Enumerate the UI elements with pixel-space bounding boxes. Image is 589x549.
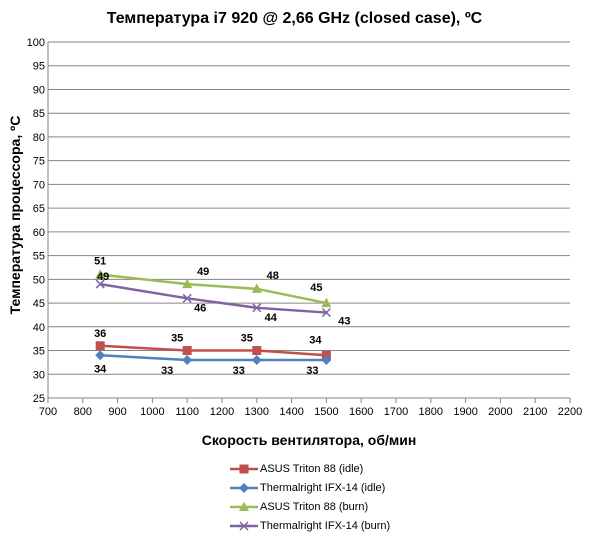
- x-tick-label: 1900: [453, 406, 477, 418]
- data-label: 43: [338, 316, 350, 328]
- y-tick-label: 70: [33, 179, 45, 191]
- data-label: 49: [197, 266, 209, 278]
- y-tick-label: 90: [33, 84, 45, 96]
- data-label: 33: [306, 365, 318, 377]
- legend-item: ASUS Triton 88 (idle): [230, 459, 390, 478]
- legend-swatch: [230, 464, 258, 473]
- legend-label: ASUS Triton 88 (burn): [260, 500, 369, 513]
- data-point-marker: [182, 293, 192, 303]
- y-tick-label: 60: [33, 227, 45, 239]
- y-tick-label: 80: [33, 132, 45, 144]
- legend-label: ASUS Triton 88 (idle): [260, 462, 364, 475]
- legend-item: ASUS Triton 88 (burn): [230, 497, 390, 516]
- legend-item: Thermalright IFX-14 (idle): [230, 478, 390, 497]
- y-tick-label: 30: [33, 369, 45, 381]
- data-point-marker: [95, 341, 105, 351]
- x-tick-label: 1100: [175, 406, 199, 418]
- data-point-marker: [95, 269, 106, 279]
- data-point-marker: [95, 350, 106, 361]
- x-tick-label: 2200: [558, 406, 582, 418]
- series-line: [100, 273, 327, 305]
- chart-title: Температура i7 920 @ 2,66 GHz (closed ca…: [106, 10, 483, 27]
- data-point-marker: [252, 303, 262, 313]
- data-point-marker: [182, 355, 193, 366]
- legend-item: Thermalright IFX-14 (burn): [230, 516, 390, 535]
- data-point-marker: [182, 278, 193, 289]
- series-line: [100, 344, 327, 357]
- marker-stroke: [239, 520, 249, 531]
- series-1: 36 35 35 34: [94, 328, 331, 360]
- data-point-marker: [252, 346, 262, 356]
- x-tick-label: 1800: [419, 406, 443, 418]
- y-tick-label: 75: [33, 156, 45, 168]
- x-tick-label: 2100: [523, 406, 547, 418]
- data-point-marker: [321, 308, 331, 318]
- marker-stroke: [95, 279, 105, 289]
- data-point-marker: [239, 464, 249, 473]
- data-label: 35: [171, 333, 183, 345]
- chart-legend: ASUS Triton 88 (idle) Thermalright IFX-14…: [230, 459, 390, 535]
- x-axis-label: Скорость вентилятора, об/мин: [201, 432, 417, 448]
- data-label: 33: [161, 365, 173, 377]
- data-point-marker: [321, 355, 332, 366]
- series-line: [100, 354, 327, 362]
- data-point-marker: [251, 355, 262, 366]
- x-tick-label: 1000: [140, 406, 164, 418]
- data-point-marker: [239, 482, 249, 493]
- data-point-marker: [321, 297, 332, 308]
- x-tick-label: 800: [74, 406, 92, 418]
- y-tick-label: 40: [33, 322, 45, 334]
- y-tick-label: 95: [33, 61, 45, 73]
- y-tick-label: 65: [33, 203, 45, 215]
- x-tick-label: 700: [39, 406, 57, 418]
- data-label: 34: [309, 334, 322, 346]
- data-label: 36: [94, 328, 106, 340]
- legend-label: Thermalright IFX-14 (idle): [260, 481, 386, 494]
- marker-stroke: [252, 303, 262, 313]
- data-point-marker: [251, 283, 262, 293]
- data-label: 48: [267, 270, 279, 282]
- data-label: 49: [97, 271, 109, 283]
- series-line: [99, 282, 327, 314]
- x-tick-label: 1300: [245, 406, 269, 418]
- series-2: 34 33 33 33: [94, 350, 332, 377]
- data-label: 35: [241, 333, 253, 345]
- y-tick-label: 100: [27, 37, 45, 49]
- marker-stroke: [321, 308, 331, 318]
- legend-swatch: [230, 482, 258, 493]
- y-tick-label: 25: [33, 393, 45, 405]
- x-tick-label: 1500: [314, 406, 338, 418]
- data-point-marker: [95, 279, 105, 289]
- x-tick-label: 1400: [279, 406, 303, 418]
- x-tick-label: 1600: [349, 406, 373, 418]
- data-point-marker: [239, 520, 249, 531]
- x-tick-label: 900: [108, 406, 126, 418]
- x-tick-label: 1200: [210, 406, 234, 418]
- data-label: 51: [94, 256, 106, 268]
- legend-swatch: [230, 520, 258, 531]
- series-4: 49 46 44 43: [95, 271, 351, 328]
- marker-stroke: [182, 293, 192, 303]
- legend-swatch: [230, 501, 258, 511]
- data-label: 33: [233, 365, 245, 377]
- legend-label: Thermalright IFX-14 (burn): [260, 519, 391, 532]
- y-tick-label: 45: [33, 298, 45, 310]
- y-tick-label: 85: [33, 108, 45, 120]
- x-tick-label: 1700: [384, 406, 408, 418]
- y-tick-label: 50: [33, 274, 45, 286]
- data-label: 44: [265, 312, 278, 324]
- data-label: 45: [310, 282, 322, 294]
- data-label: 46: [194, 302, 206, 314]
- data-label: 34: [94, 363, 107, 375]
- x-tick-label: 2000: [488, 406, 512, 418]
- data-point-marker: [182, 346, 192, 356]
- y-tick-label: 55: [33, 251, 45, 263]
- y-tick-label: 35: [33, 346, 45, 358]
- series-3: 51 49 48 45: [94, 256, 332, 308]
- data-point-marker: [239, 501, 249, 511]
